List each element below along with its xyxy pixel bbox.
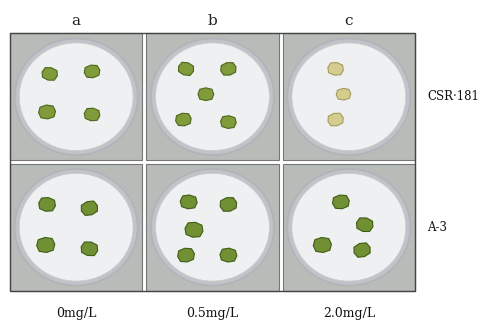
Polygon shape xyxy=(328,113,343,126)
Polygon shape xyxy=(38,198,56,211)
Ellipse shape xyxy=(151,38,274,155)
Text: A-3: A-3 xyxy=(428,221,448,234)
Polygon shape xyxy=(328,62,344,75)
Ellipse shape xyxy=(288,169,410,286)
Polygon shape xyxy=(176,113,191,126)
Polygon shape xyxy=(180,195,197,209)
Polygon shape xyxy=(82,201,98,215)
Polygon shape xyxy=(336,89,351,100)
Polygon shape xyxy=(42,68,58,80)
Polygon shape xyxy=(36,237,55,253)
Text: 0mg/L: 0mg/L xyxy=(56,307,96,320)
Ellipse shape xyxy=(156,173,270,281)
Text: c: c xyxy=(344,14,353,28)
Polygon shape xyxy=(81,242,98,256)
Polygon shape xyxy=(220,248,237,262)
Ellipse shape xyxy=(20,43,133,151)
Ellipse shape xyxy=(14,38,138,155)
Polygon shape xyxy=(314,237,332,253)
Text: CSR·181: CSR·181 xyxy=(428,90,480,103)
Ellipse shape xyxy=(151,169,274,286)
Ellipse shape xyxy=(14,169,138,286)
Polygon shape xyxy=(38,105,56,119)
Ellipse shape xyxy=(20,173,133,281)
Polygon shape xyxy=(178,248,194,262)
Text: 0.5mg/L: 0.5mg/L xyxy=(186,307,238,320)
Polygon shape xyxy=(84,65,100,78)
Polygon shape xyxy=(332,195,349,209)
Polygon shape xyxy=(356,218,373,231)
Polygon shape xyxy=(354,243,370,257)
Ellipse shape xyxy=(292,173,406,281)
Text: a: a xyxy=(72,14,80,28)
Text: 2.0mg/L: 2.0mg/L xyxy=(323,307,375,320)
Ellipse shape xyxy=(292,43,406,151)
Ellipse shape xyxy=(156,43,270,151)
Polygon shape xyxy=(84,108,100,121)
Polygon shape xyxy=(220,198,236,211)
Polygon shape xyxy=(221,62,236,75)
Polygon shape xyxy=(178,62,194,75)
Polygon shape xyxy=(220,116,236,129)
Polygon shape xyxy=(198,88,214,101)
Text: b: b xyxy=(208,14,218,28)
Polygon shape xyxy=(185,222,203,237)
Ellipse shape xyxy=(288,38,410,155)
